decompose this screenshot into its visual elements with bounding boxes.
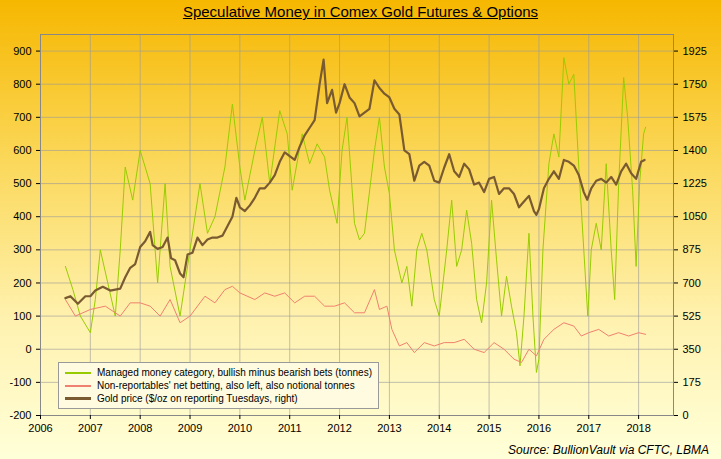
svg-text:1750: 1750 — [683, 78, 707, 90]
svg-text:200: 200 — [13, 276, 31, 288]
svg-text:2007: 2007 — [78, 422, 102, 434]
svg-text:1225: 1225 — [683, 177, 707, 189]
svg-text:525: 525 — [683, 310, 701, 322]
svg-text:600: 600 — [13, 144, 31, 156]
svg-text:875: 875 — [683, 243, 701, 255]
svg-text:2016: 2016 — [527, 422, 551, 434]
svg-text:2010: 2010 — [228, 422, 252, 434]
svg-text:1400: 1400 — [683, 144, 707, 156]
html-text:Gold price ($/oz on reporting: Gold price ($/oz on reporting Tuesdays, … — [97, 393, 298, 404]
svg-text:2013: 2013 — [377, 422, 401, 434]
svg-text:2011: 2011 — [278, 422, 302, 434]
svg-text:400: 400 — [13, 210, 31, 222]
svg-text:100: 100 — [13, 310, 31, 322]
svg-text:2009: 2009 — [178, 422, 202, 434]
svg-text:-100: -100 — [9, 376, 31, 388]
svg-text:0: 0 — [683, 409, 689, 421]
svg-text:1575: 1575 — [683, 111, 707, 123]
svg-text:1925: 1925 — [683, 45, 707, 57]
svg-text:350: 350 — [683, 343, 701, 355]
svg-text:-200: -200 — [9, 409, 31, 421]
svg-text:700: 700 — [683, 276, 701, 288]
svg-text:2008: 2008 — [128, 422, 152, 434]
svg-text:900: 900 — [13, 45, 31, 57]
svg-text:300: 300 — [13, 243, 31, 255]
html-text:Managed money category, bullis: Managed money category, bullish minus be… — [97, 367, 372, 378]
svg-text:700: 700 — [13, 111, 31, 123]
html-text:Speculative Money in Comex Gol: Speculative Money in Comex Gold Futures … — [182, 3, 539, 20]
svg-text:500: 500 — [13, 177, 31, 189]
svg-text:2006: 2006 — [28, 422, 52, 434]
svg-text:0: 0 — [25, 343, 31, 355]
svg-text:2017: 2017 — [577, 422, 601, 434]
svg-text:2014: 2014 — [427, 422, 451, 434]
svg-text:175: 175 — [683, 376, 701, 388]
html-text:Non-reportables' net betting,: Non-reportables' net betting, also left,… — [97, 380, 355, 391]
svg-text:1050: 1050 — [683, 210, 707, 222]
svg-text:2018: 2018 — [626, 422, 650, 434]
svg-text:2015: 2015 — [477, 422, 501, 434]
html-text:Source: BullionVault via CFTC,: Source: BullionVault via CFTC, LBMA — [508, 443, 709, 457]
svg-text:2012: 2012 — [327, 422, 351, 434]
svg-text:800: 800 — [13, 78, 31, 90]
